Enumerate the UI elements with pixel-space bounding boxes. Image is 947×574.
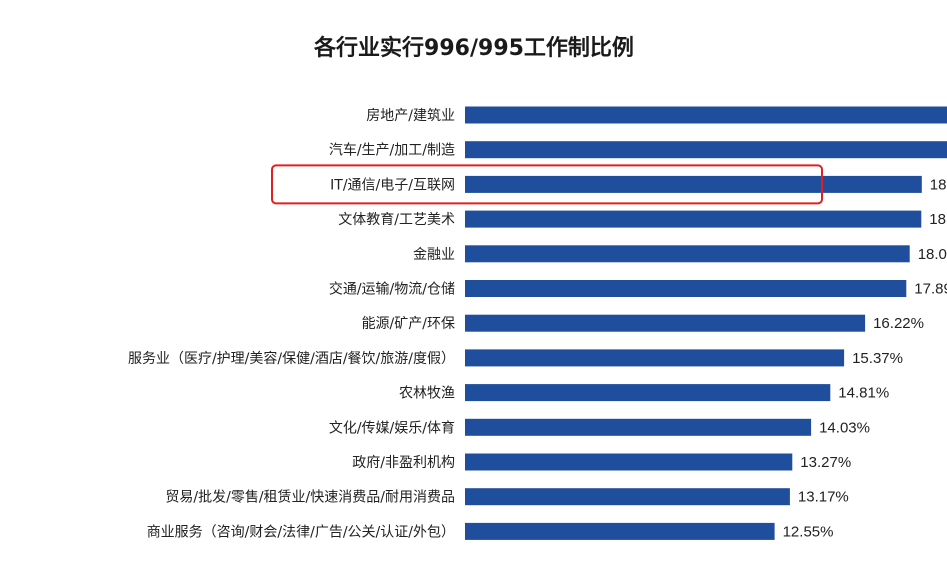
value-label: 14.03% [819, 419, 870, 436]
bar [465, 106, 947, 124]
category-label: 农林牧渔 [399, 386, 455, 402]
bars-layer: 房地产/建筑业20.73%汽车/生产/加工/制造19.85%IT/通信/电子/互… [128, 106, 947, 540]
value-label: 13.17% [798, 489, 849, 506]
bar [465, 210, 922, 228]
value-label: 13.27% [800, 454, 851, 471]
bar [465, 314, 866, 332]
highlight-box [271, 164, 823, 205]
bar [465, 418, 812, 436]
category-label: 汽车/生产/加工/制造 [329, 142, 455, 159]
value-label: 16.22% [873, 315, 924, 332]
category-label: 贸易/批发/零售/租赁业/快速消费品/耐用消费品 [165, 490, 455, 506]
bar [465, 141, 947, 159]
chart-title: 各行业实行996/995工作制比例 [313, 35, 634, 61]
bar [465, 453, 793, 471]
bar [465, 522, 775, 540]
category-label: IT/通信/电子/互联网 [330, 177, 455, 193]
value-label: 12.55% [783, 523, 834, 540]
value-label: 18.03% [918, 246, 947, 263]
value-label: 18.50% [929, 211, 947, 228]
value-label: 14.81% [838, 385, 889, 402]
category-label: 服务业（医疗/护理/美容/保健/酒店/餐饮/旅游/度假） [128, 350, 455, 367]
bar [465, 349, 845, 367]
category-label: 金融业 [413, 247, 455, 263]
category-label: 商业服务（咨询/财会/法律/广告/公关/认证/外包） [147, 524, 455, 540]
category-label: 交通/运输/物流/仓储 [329, 281, 455, 298]
category-label: 能源/矿产/环保 [362, 316, 455, 332]
bar [465, 280, 907, 297]
category-label: 文化/传媒/娱乐/体育 [329, 420, 455, 436]
bar [465, 384, 831, 402]
category-label: 文体教育/工艺美术 [338, 212, 455, 228]
bar [465, 175, 922, 193]
value-label: 15.37% [852, 350, 903, 367]
bar [465, 488, 790, 506]
category-label: 房地产/建筑业 [366, 108, 455, 124]
bar [465, 245, 910, 263]
category-label: 政府/非盈利机构 [352, 455, 455, 471]
value-label: 17.89% [914, 281, 947, 298]
value-label: 18.52% [930, 176, 947, 193]
